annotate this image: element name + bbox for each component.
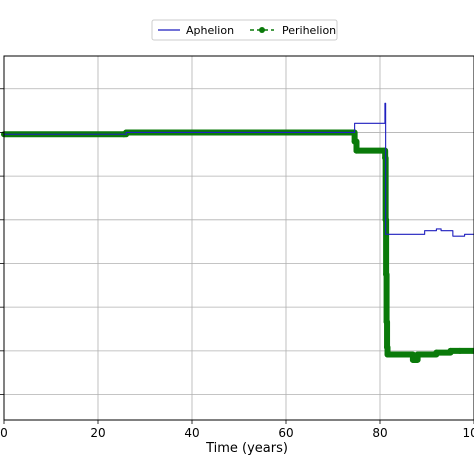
- legend-perihelion-marker-icon: [259, 27, 265, 33]
- series-perihelion-point: [386, 351, 393, 358]
- grid-lines: [3, 56, 474, 420]
- series-perihelion-point: [456, 347, 463, 354]
- series-perihelion-point: [471, 347, 474, 354]
- x-axis-label: Time (years): [205, 441, 288, 456]
- series-perihelion-line: [4, 129, 474, 363]
- series-perihelion-point: [447, 347, 454, 354]
- series-perihelion-point: [407, 351, 414, 358]
- series-aphelion-line: [4, 102, 474, 237]
- x-tick-label: 20: [90, 426, 105, 440]
- x-tick-label: 100: [463, 426, 474, 440]
- series-layer: [1, 102, 474, 363]
- series-perihelion-point: [433, 349, 440, 356]
- x-tick-label: 40: [184, 426, 199, 440]
- legend-aphelion-label: Aphelion: [186, 24, 234, 37]
- x-tick-label: 0: [0, 426, 8, 440]
- legend-box: [151, 19, 338, 41]
- series-perihelion-point: [383, 271, 390, 278]
- plot-frame: [3, 55, 474, 421]
- series-perihelion-point: [419, 351, 426, 358]
- series-perihelion-point: [383, 318, 390, 325]
- series-perihelion-point: [414, 351, 421, 358]
- series-perihelion-point: [409, 356, 416, 363]
- series-perihelion-point: [384, 344, 391, 351]
- series-perihelion-point: [381, 147, 388, 154]
- x-tick-label: 60: [278, 426, 293, 440]
- x-tick-label: 80: [372, 426, 387, 440]
- series-perihelion-point: [353, 147, 360, 154]
- series-perihelion-point: [351, 138, 358, 145]
- axis-ticks: 0 20 40 60 80 100: [0, 88, 474, 440]
- legend-perihelion-label: Perihelion: [282, 24, 336, 37]
- legend: Aphelion Perihelion: [151, 19, 338, 41]
- series-perihelion-point: [400, 351, 407, 358]
